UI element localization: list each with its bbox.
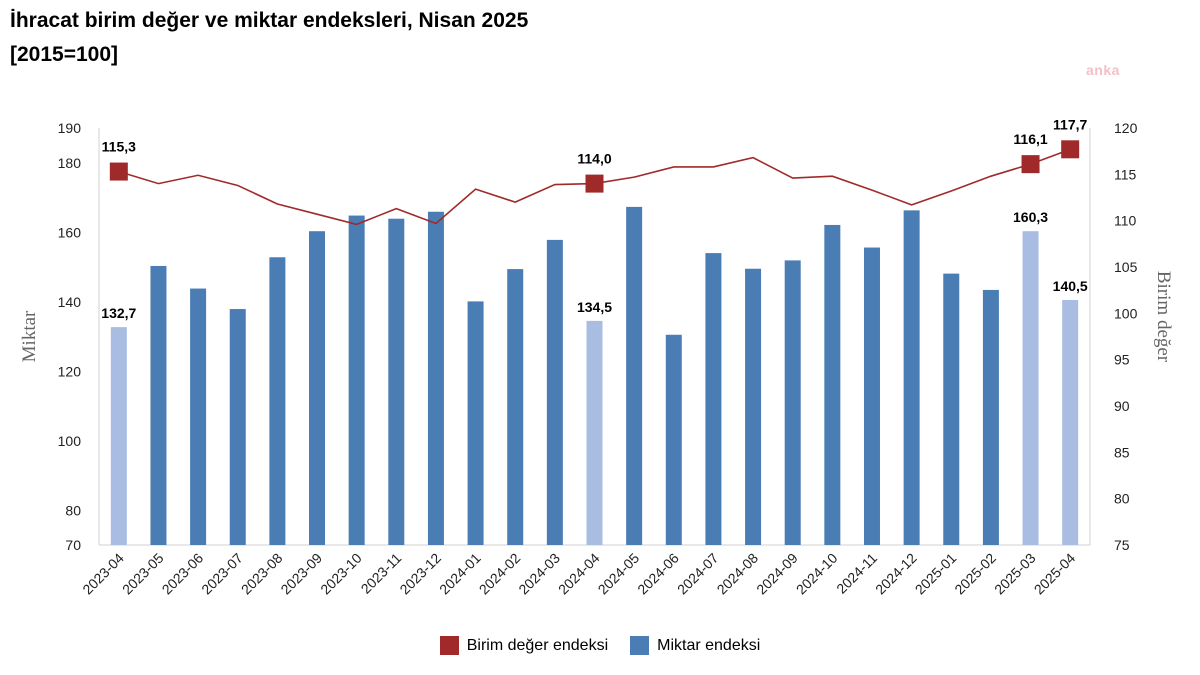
- y-right-tick-label: 85: [1114, 444, 1130, 460]
- x-tick-label: 2024-03: [515, 550, 563, 598]
- x-tick-label: 2024-11: [833, 550, 880, 597]
- bar-miktar: [150, 265, 167, 545]
- y-right-tick-label: 110: [1114, 213, 1137, 229]
- bar-miktar: [943, 273, 960, 545]
- y-left-tick-label: 100: [58, 433, 82, 449]
- bar-miktar: [190, 288, 207, 545]
- y-left-tick-label: 180: [58, 155, 82, 171]
- y-right-tick-label: 120: [1114, 120, 1138, 136]
- bar-miktar: [982, 289, 999, 545]
- bar-miktar: [863, 247, 880, 546]
- bar-data-label: 160,3: [1013, 209, 1048, 225]
- bar-data-label: 132,7: [101, 305, 136, 321]
- x-tick-label: 2024-09: [753, 550, 801, 598]
- bar-miktar: [546, 239, 563, 545]
- x-tick-label: 2023-07: [198, 550, 246, 598]
- legend-label-miktar: Miktar endeksi: [657, 636, 761, 654]
- line-marker-birim-deger: [585, 174, 604, 193]
- bar-miktar: [388, 218, 405, 545]
- line-data-label: 116,1: [1013, 131, 1047, 147]
- y-left-tick-label: 70: [65, 537, 81, 553]
- y-right-tick-label: 115: [1114, 166, 1137, 182]
- bar-miktar: [348, 215, 365, 545]
- x-tick-label: 2024-08: [714, 550, 762, 598]
- y-left-tick-label: 120: [58, 363, 82, 379]
- bar-miktar: [784, 260, 801, 545]
- watermark-logo: anka: [1086, 62, 1120, 78]
- bar-data-label: 140,5: [1053, 278, 1088, 294]
- line-marker-birim-deger: [1061, 140, 1080, 159]
- chart-title-line2: [2015=100]: [10, 43, 119, 66]
- bar-miktar: [903, 210, 920, 546]
- x-tick-label: 2023-09: [277, 550, 325, 598]
- x-tick-label: 2023-11: [358, 550, 405, 597]
- bar-miktar: [507, 269, 524, 545]
- x-tick-label: 2023-08: [238, 550, 286, 598]
- legend-item-birim-deger: Birim değer endeksi: [439, 636, 609, 655]
- x-tick-label: 2024-02: [476, 550, 524, 598]
- y-axis-right-title: Birim değer: [1153, 271, 1174, 363]
- x-tick-label: 2024-01: [436, 550, 484, 598]
- chart-title: İhracat birim değer ve miktar endeksleri…: [10, 4, 528, 72]
- bar-miktar: [824, 224, 841, 545]
- bar-miktar: [309, 231, 326, 545]
- legend-item-miktar: Miktar endeksi: [630, 636, 760, 655]
- bar-miktar: [586, 320, 603, 545]
- x-tick-label: 2024-06: [634, 550, 682, 598]
- x-tick-label: 2023-10: [317, 550, 365, 598]
- y-left-tick-label: 140: [58, 294, 82, 310]
- y-left-tick-label: 160: [58, 224, 82, 240]
- x-tick-label: 2025-02: [951, 550, 999, 598]
- x-tick-label: 2025-04: [1031, 550, 1079, 598]
- bar-miktar: [745, 268, 762, 545]
- y-axis-left-title: Miktar: [19, 310, 40, 362]
- legend-label-birim-deger: Birim değer endeksi: [466, 636, 609, 654]
- bar-miktar: [1062, 300, 1079, 545]
- bar-miktar: [229, 309, 246, 545]
- line-data-label: 115,3: [102, 139, 136, 155]
- legend: Birim değer endeksi Miktar endeksi: [0, 636, 1200, 655]
- bar-miktar: [467, 301, 484, 545]
- y-right-tick-label: 105: [1114, 259, 1138, 275]
- line-marker-birim-deger: [109, 162, 128, 181]
- y-right-tick-label: 80: [1114, 491, 1130, 507]
- y-right-tick-label: 95: [1114, 352, 1130, 368]
- x-tick-label: 2025-01: [912, 550, 960, 598]
- y-right-tick-label: 90: [1114, 398, 1130, 414]
- y-right-tick-label: 100: [1114, 305, 1138, 321]
- x-tick-label: 2023-05: [119, 550, 167, 598]
- x-tick-label: 2023-04: [79, 550, 127, 598]
- legend-swatch-miktar: [630, 636, 650, 655]
- x-tick-label: 2025-03: [991, 550, 1039, 598]
- x-tick-label: 2024-04: [555, 550, 603, 598]
- y-left-tick-label: 80: [65, 502, 81, 518]
- y-left-tick-label: 190: [58, 120, 82, 136]
- y-right-tick-label: 75: [1114, 537, 1130, 553]
- bar-miktar: [665, 334, 682, 545]
- line-data-label: 114,0: [577, 151, 611, 167]
- x-tick-label: 2024-10: [793, 550, 841, 598]
- legend-swatch-birim-deger: [439, 636, 459, 655]
- bar-miktar: [705, 253, 722, 545]
- line-marker-birim-deger: [1021, 155, 1040, 174]
- chart-title-line1: İhracat birim değer ve miktar endeksleri…: [10, 9, 529, 32]
- x-tick-label: 2024-05: [595, 550, 643, 598]
- bar-data-label: 134,5: [577, 299, 612, 315]
- bar-miktar: [269, 257, 286, 545]
- bar-miktar: [626, 206, 643, 545]
- bar-miktar: [110, 327, 127, 545]
- x-tick-label: 2024-12: [872, 550, 920, 598]
- bar-miktar: [427, 211, 444, 545]
- line-data-label: 117,7: [1053, 116, 1087, 132]
- x-tick-label: 2023-12: [396, 550, 444, 598]
- x-tick-label: 2024-07: [674, 550, 722, 598]
- x-tick-label: 2023-06: [159, 550, 207, 598]
- bar-miktar: [1022, 231, 1039, 545]
